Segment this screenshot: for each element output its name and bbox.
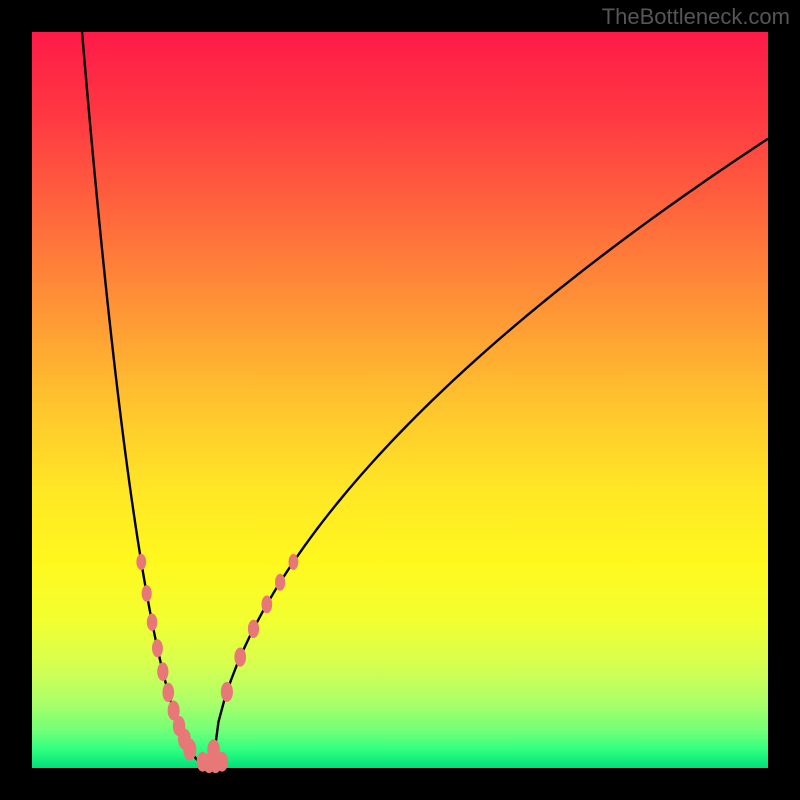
marker-dot — [289, 554, 299, 570]
marker-dot — [157, 662, 168, 681]
marker-dot — [221, 682, 233, 702]
watermark-text: TheBottleneck.com — [602, 4, 790, 30]
marker-dot — [183, 739, 196, 761]
marker-dot — [261, 596, 272, 614]
marker-dot — [234, 647, 246, 666]
chart-svg — [0, 0, 800, 800]
marker-dot — [275, 574, 285, 591]
marker-dot — [162, 683, 174, 702]
marker-dot — [216, 752, 228, 772]
marker-dot — [136, 554, 146, 570]
plot-background — [32, 32, 768, 768]
marker-dot — [248, 620, 259, 638]
marker-dot — [142, 585, 152, 602]
marker-dot — [147, 614, 158, 631]
chart-container: TheBottleneck.com — [0, 0, 800, 800]
marker-dot — [152, 639, 163, 657]
